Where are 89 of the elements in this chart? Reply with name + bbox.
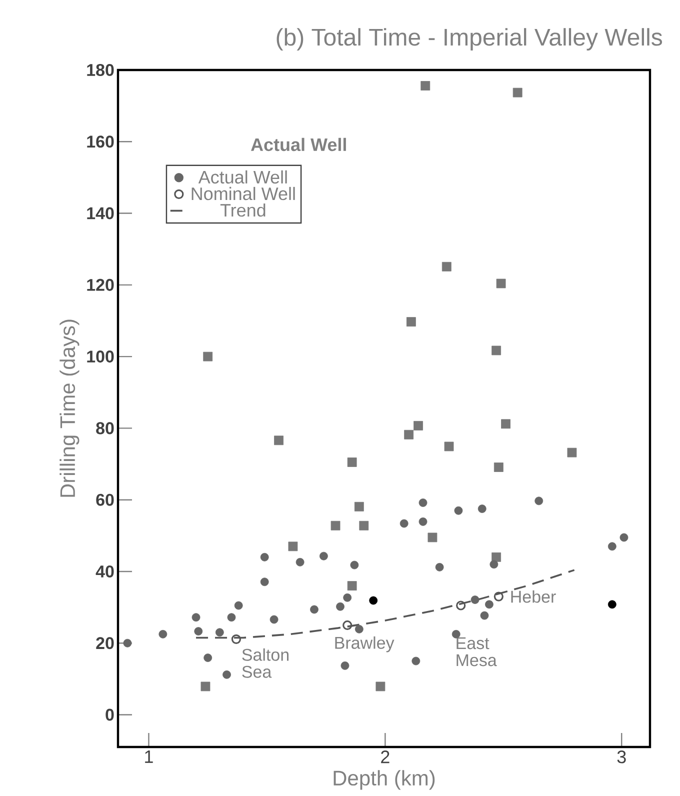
x-tick-label: 2	[381, 750, 390, 764]
point	[330, 520, 340, 530]
y-tick-label: 60	[96, 494, 114, 506]
point	[260, 578, 269, 586]
point	[376, 682, 386, 692]
point	[222, 670, 231, 679]
point	[204, 654, 212, 662]
annotation: Brawley	[335, 636, 394, 652]
point	[320, 552, 328, 560]
y-tick-label: 20	[96, 637, 114, 650]
point	[490, 560, 498, 569]
point	[412, 656, 420, 666]
point	[340, 661, 350, 670]
y-tick-label: 40	[96, 565, 114, 578]
point	[442, 262, 452, 272]
point	[215, 628, 224, 637]
chart-title: (b) Total Time - Imperial Valley Wells	[276, 28, 662, 50]
point	[478, 504, 486, 513]
point	[454, 506, 463, 515]
point	[406, 317, 416, 327]
point	[288, 542, 298, 552]
y-axis-title: Drilling Time (days)	[60, 320, 80, 497]
point	[492, 346, 502, 356]
point	[567, 448, 577, 458]
point	[347, 458, 357, 467]
legend-label: Trend	[220, 203, 266, 217]
point	[192, 613, 200, 622]
point	[274, 436, 284, 446]
point	[270, 615, 278, 624]
point	[354, 624, 364, 634]
point	[608, 542, 616, 551]
point	[496, 278, 506, 288]
point	[296, 558, 304, 566]
point	[260, 552, 269, 562]
legend-title: Actual Well	[250, 138, 346, 152]
legend-label: Nominal Well	[192, 186, 295, 200]
point	[354, 502, 364, 512]
point	[485, 600, 494, 609]
point	[494, 462, 504, 472]
point	[350, 560, 359, 570]
point	[200, 682, 210, 692]
point	[534, 496, 544, 506]
x-tick-label: 3	[617, 750, 626, 764]
point	[418, 498, 428, 507]
point	[203, 352, 213, 362]
annotation: Heber	[511, 590, 556, 603]
point	[620, 533, 628, 542]
annotation: Salton Sea	[242, 648, 289, 678]
point	[492, 552, 502, 562]
y-tick-label: 80	[96, 422, 114, 434]
point	[470, 596, 480, 604]
point	[123, 638, 132, 648]
legend-label: Actual Well	[198, 170, 287, 184]
point	[404, 430, 414, 440]
point	[227, 613, 236, 622]
y-tick-label: 100	[87, 350, 114, 363]
point	[158, 630, 168, 638]
point	[310, 605, 318, 614]
point	[400, 519, 408, 528]
point	[343, 593, 352, 602]
point	[428, 532, 438, 542]
point	[234, 601, 243, 610]
point	[336, 602, 344, 611]
point	[452, 630, 460, 638]
y-tick-label: 140	[87, 207, 114, 220]
point	[494, 592, 504, 602]
y-tick-label: 160	[87, 136, 114, 148]
point	[231, 634, 242, 644]
y-tick-label: 180	[87, 64, 114, 76]
x-tick-label: 1	[145, 750, 153, 763]
y-tick-label: 0	[106, 708, 114, 721]
point	[369, 596, 378, 605]
point	[608, 600, 616, 609]
point	[501, 419, 510, 429]
point	[480, 611, 489, 620]
point	[512, 88, 522, 98]
point	[194, 627, 203, 636]
point	[418, 517, 428, 526]
point	[359, 520, 369, 530]
x-axis-title: Depth (km)	[334, 770, 435, 790]
point	[444, 442, 454, 452]
point	[414, 420, 423, 430]
point	[435, 562, 444, 572]
point	[347, 581, 357, 591]
point	[420, 81, 430, 90]
annotation: East Mesa	[456, 637, 497, 666]
y-tick-label: 120	[87, 278, 114, 291]
point	[456, 600, 466, 610]
point	[342, 620, 352, 630]
